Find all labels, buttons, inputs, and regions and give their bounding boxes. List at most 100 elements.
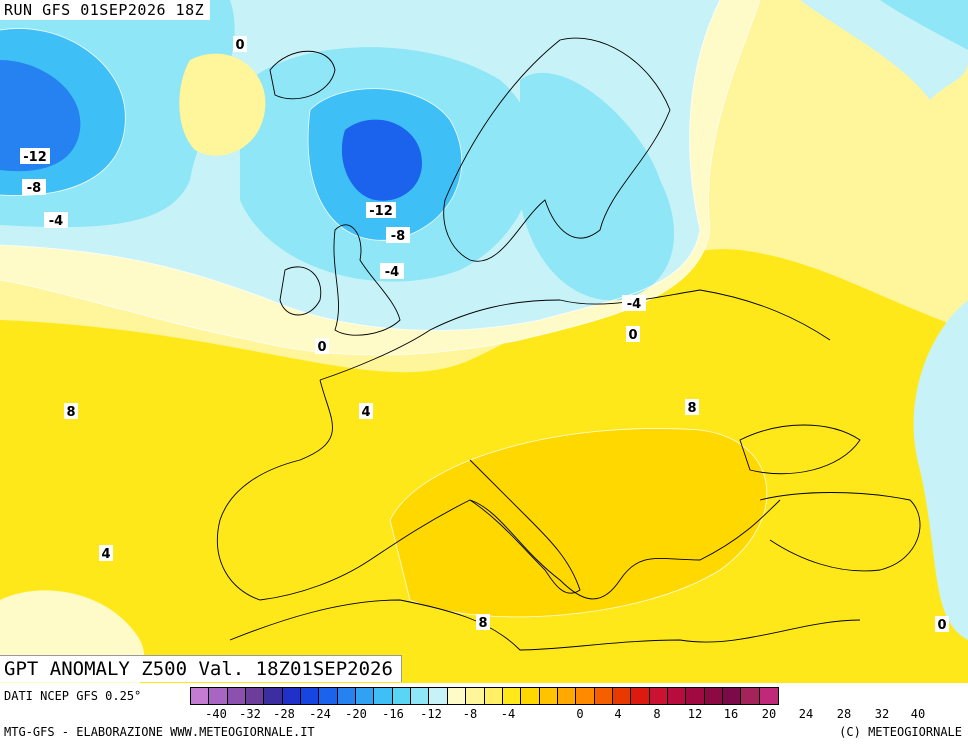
color-swatch <box>301 688 320 704</box>
contour-label: 4 <box>359 403 373 420</box>
scale-tick-label: 16 <box>723 707 739 721</box>
svg-text:-8: -8 <box>391 229 405 244</box>
svg-text:4: 4 <box>361 405 370 420</box>
svg-text:-12: -12 <box>369 204 393 219</box>
italy-coast <box>469 459 581 594</box>
color-swatch <box>686 688 705 704</box>
run-label: RUN GFS 01SEP2026 18Z <box>0 0 211 20</box>
svg-text:-4: -4 <box>385 265 399 280</box>
svg-text:0: 0 <box>235 38 244 53</box>
color-swatch <box>264 688 283 704</box>
blacksea-coast <box>739 424 861 475</box>
color-swatch <box>557 688 577 704</box>
color-scale <box>190 687 779 705</box>
svg-text:8: 8 <box>687 401 696 416</box>
color-swatch <box>374 688 393 704</box>
svg-text:0: 0 <box>937 618 946 633</box>
contour-label: -12 <box>366 202 396 219</box>
color-swatch <box>209 688 228 704</box>
contour-label: 0 <box>935 616 949 633</box>
svg-text:-8: -8 <box>27 181 41 196</box>
color-swatch <box>649 688 668 704</box>
scale-tick-label: -40 <box>205 707 227 721</box>
color-swatch <box>612 688 632 704</box>
scale-tick-label: -24 <box>309 707 331 721</box>
scale-tick-label: -12 <box>420 707 442 721</box>
svg-text:-12: -12 <box>23 150 47 165</box>
scale-tick-label: 24 <box>798 707 814 721</box>
contour-label: 8 <box>685 399 699 416</box>
scale-tick-label: -20 <box>345 707 367 721</box>
anomaly-mediterranean-high <box>390 428 767 617</box>
anomaly-northeast-core <box>880 0 968 50</box>
color-swatch <box>631 688 650 704</box>
svg-text:8: 8 <box>66 405 75 420</box>
color-swatch <box>447 688 467 704</box>
anomaly-west-low-core <box>0 60 81 172</box>
data-source: DATI NCEP GFS 0.25° <box>4 689 142 703</box>
color-swatch <box>282 688 302 704</box>
contour-label: -4 <box>380 263 404 280</box>
contour-label: -12 <box>20 148 50 165</box>
color-swatch <box>227 688 247 704</box>
scale-tick-label: 4 <box>614 707 622 721</box>
scale-tick-label: 40 <box>910 707 926 721</box>
africa-coast <box>229 599 861 651</box>
anomaly-atlantic-ridge <box>179 53 266 156</box>
scale-tick-label: -28 <box>273 707 295 721</box>
coastlines <box>216 37 921 651</box>
color-swatch <box>191 688 210 704</box>
anomaly-east-low <box>913 300 968 640</box>
scale-tick-label: -8 <box>462 707 478 721</box>
ireland-coast <box>279 266 322 316</box>
svg-text:0: 0 <box>317 340 326 355</box>
scale-tick-label: 32 <box>874 707 890 721</box>
color-swatch <box>484 688 503 704</box>
contour-label: 4 <box>99 545 113 562</box>
scale-tick-label: 0 <box>576 707 584 721</box>
color-swatch <box>356 688 375 704</box>
contour-label: -4 <box>44 212 68 229</box>
anomaly-central-low-core <box>341 119 422 201</box>
contour-label: 0 <box>626 326 640 343</box>
scale-tick-label: -32 <box>239 707 261 721</box>
color-swatch <box>429 688 448 704</box>
svg-text:4: 4 <box>101 547 110 562</box>
svg-text:8: 8 <box>478 616 487 631</box>
color-swatch <box>741 688 760 704</box>
color-swatch <box>759 688 778 704</box>
color-swatch <box>411 688 430 704</box>
color-swatch <box>667 688 687 704</box>
color-swatch <box>392 688 412 704</box>
color-swatch <box>502 688 522 704</box>
contour-label: -4 <box>622 295 646 312</box>
color-swatch <box>337 688 357 704</box>
legend-bar: DATI NCEP GFS 0.25° -40 -32 -28 -24 -20 -16 -1… <box>0 683 968 745</box>
color-swatch <box>466 688 485 704</box>
scale-tick-label: 12 <box>687 707 703 721</box>
contour-label: 0 <box>315 338 329 355</box>
color-swatch <box>704 688 723 704</box>
scale-tick-label: 8 <box>653 707 661 721</box>
color-scale-ticks: -40 -32 -28 -24 -20 -16 -12 -8 -4 0 4 8 12 16 20 24 28 32… <box>190 707 966 721</box>
iceland-coast <box>269 50 336 100</box>
color-swatch <box>521 688 540 704</box>
credit-left: MTG-GFS - ELABORAZIONE WWW.METEOGIORNALE… <box>4 725 315 739</box>
scale-tick-label: 28 <box>836 707 852 721</box>
contour-label: 8 <box>64 403 78 420</box>
svg-text:-4: -4 <box>49 214 63 229</box>
color-swatch <box>576 688 595 704</box>
europe-coast <box>216 289 831 601</box>
contour-label: -8 <box>386 227 410 244</box>
contour-labels: 0 -12 -8 -4 -12 -8 -4 -4 0 0 8 4 8 4 8 0 <box>20 36 949 633</box>
svg-text:0: 0 <box>628 328 637 343</box>
contour-lines <box>0 0 768 618</box>
anomaly-scandinavia-low <box>520 72 675 301</box>
scale-tick-label: 20 <box>761 707 777 721</box>
credit-right: (C) METEOGIORNALE <box>839 725 962 739</box>
scandinavia-coast <box>443 37 671 262</box>
color-swatch <box>246 688 265 704</box>
anatolia-coast <box>759 492 921 572</box>
color-swatch <box>722 688 742 704</box>
contour-label: 8 <box>476 614 490 631</box>
